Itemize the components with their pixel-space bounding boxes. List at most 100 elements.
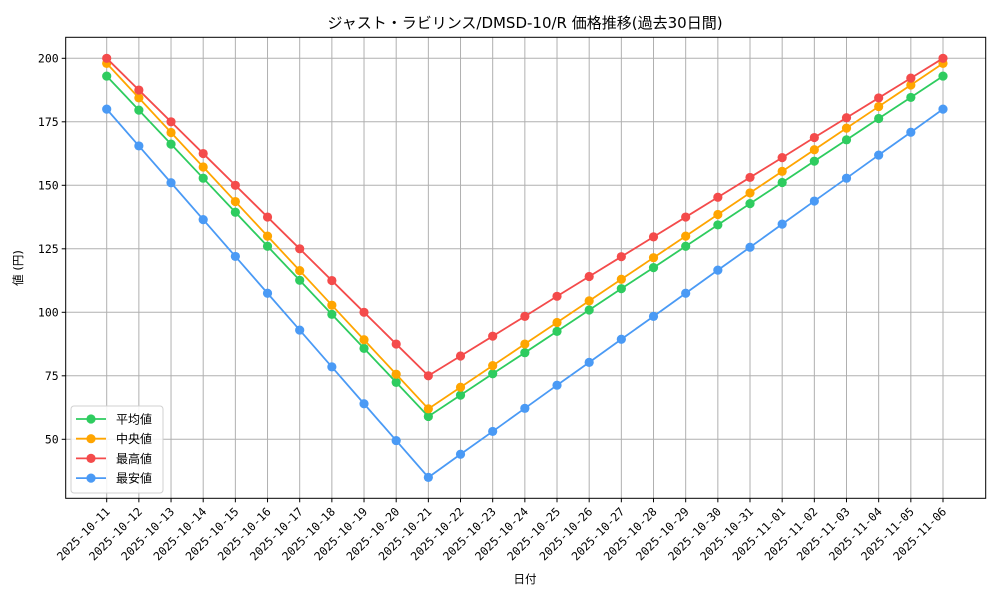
series-line bbox=[102, 104, 948, 482]
series-line bbox=[102, 53, 948, 381]
data-point bbox=[230, 251, 240, 262]
legend-marker-icon bbox=[86, 434, 96, 444]
data-point bbox=[874, 113, 884, 124]
data-point bbox=[134, 85, 144, 95]
data-point bbox=[455, 449, 466, 459]
data-point bbox=[584, 357, 594, 367]
legend-label: 平均値 bbox=[116, 412, 152, 427]
data-point bbox=[520, 339, 530, 349]
data-point bbox=[841, 135, 852, 145]
data-point bbox=[777, 166, 787, 176]
data-point bbox=[809, 156, 819, 166]
data-point bbox=[230, 196, 240, 207]
legend-marker-icon bbox=[86, 414, 96, 424]
data-point bbox=[391, 377, 401, 388]
data-point bbox=[713, 220, 723, 230]
data-point bbox=[166, 117, 176, 127]
data-point bbox=[648, 262, 659, 273]
data-point bbox=[745, 172, 755, 183]
data-point bbox=[488, 331, 498, 341]
data-point bbox=[681, 231, 691, 241]
data-point bbox=[906, 92, 916, 103]
data-point bbox=[230, 180, 240, 190]
data-point bbox=[198, 162, 208, 172]
data-point bbox=[681, 288, 691, 298]
data-point bbox=[616, 334, 626, 344]
legend-label: 最安値 bbox=[116, 471, 152, 486]
data-point bbox=[262, 212, 273, 222]
data-point bbox=[166, 178, 176, 188]
data-point bbox=[488, 369, 498, 379]
data-point bbox=[198, 173, 208, 183]
data-point bbox=[648, 232, 659, 242]
data-point bbox=[327, 309, 337, 319]
y-tick-label: 150 bbox=[38, 178, 59, 192]
data-point bbox=[584, 296, 594, 306]
legend-item: 中央値 bbox=[76, 431, 152, 446]
data-point bbox=[520, 311, 530, 321]
data-point bbox=[616, 252, 626, 262]
data-point bbox=[520, 403, 530, 413]
data-point bbox=[359, 335, 369, 345]
data-point bbox=[841, 123, 852, 133]
data-point bbox=[102, 53, 112, 63]
data-point bbox=[745, 188, 755, 198]
data-point bbox=[552, 291, 562, 301]
data-point bbox=[455, 390, 466, 400]
plot-area-frame bbox=[65, 36, 987, 499]
data-point bbox=[391, 339, 401, 349]
data-point bbox=[262, 241, 273, 251]
data-point bbox=[327, 275, 337, 286]
data-point bbox=[874, 150, 884, 160]
y-axis: 50 75 100 125 150 175 200 bbox=[38, 51, 66, 446]
data-point bbox=[295, 275, 305, 285]
data-point bbox=[327, 300, 337, 310]
data-point bbox=[874, 101, 884, 112]
data-point bbox=[552, 326, 562, 336]
data-point bbox=[134, 105, 144, 115]
legend-label: 最高値 bbox=[116, 451, 152, 466]
data-point bbox=[777, 219, 787, 229]
data-point bbox=[198, 214, 208, 225]
data-point bbox=[455, 382, 466, 392]
y-tick-label: 125 bbox=[38, 242, 59, 256]
data-point bbox=[713, 209, 723, 220]
data-point bbox=[584, 305, 594, 315]
data-point bbox=[102, 104, 112, 114]
legend-item: 最安値 bbox=[76, 471, 152, 486]
legend-label: 中央値 bbox=[116, 431, 152, 446]
data-point bbox=[584, 271, 594, 282]
data-point bbox=[391, 435, 401, 446]
data-point bbox=[777, 153, 787, 163]
grid-lines bbox=[65, 37, 986, 499]
data-point bbox=[488, 361, 498, 371]
legend-box bbox=[70, 405, 164, 494]
data-point bbox=[262, 288, 273, 298]
data-point bbox=[166, 127, 176, 138]
data-point bbox=[906, 127, 916, 137]
data-point bbox=[359, 307, 369, 317]
data-point bbox=[616, 274, 626, 284]
data-point bbox=[134, 93, 144, 103]
data-point bbox=[423, 411, 433, 422]
data-point bbox=[295, 266, 305, 276]
data-point bbox=[745, 198, 755, 209]
legend-item: 最高値 bbox=[76, 451, 152, 466]
data-point bbox=[648, 311, 659, 321]
data-point bbox=[713, 265, 723, 275]
data-point bbox=[874, 93, 884, 103]
data-point bbox=[230, 207, 240, 217]
data-point bbox=[616, 284, 626, 294]
data-point bbox=[681, 241, 691, 251]
data-point bbox=[745, 242, 755, 252]
data-point bbox=[295, 244, 305, 254]
data-point bbox=[455, 351, 466, 361]
series-line bbox=[102, 71, 948, 422]
data-point bbox=[295, 325, 305, 335]
data-point bbox=[681, 212, 691, 222]
data-point bbox=[488, 426, 498, 437]
data-point bbox=[327, 362, 337, 372]
x-axis: 2025-10-112025-10-122025-10-132025-10-14… bbox=[54, 498, 949, 563]
data-point bbox=[841, 113, 852, 123]
